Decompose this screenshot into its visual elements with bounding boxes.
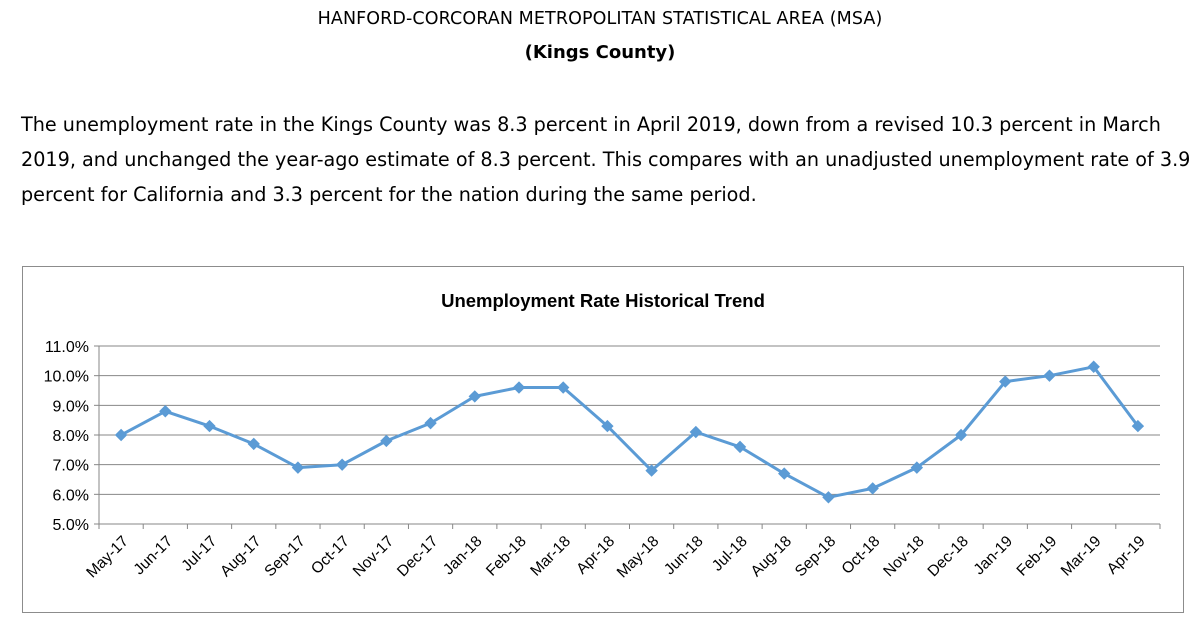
x-tick-label: Jul-17 (178, 533, 220, 575)
data-point-marker (468, 390, 481, 403)
y-tick-label: 11.0% (45, 339, 89, 356)
data-point-marker (512, 381, 526, 394)
data-point-marker (203, 419, 216, 433)
x-tick-label: Mar-19 (1058, 533, 1105, 580)
data-point-marker (866, 482, 879, 495)
x-tick-label: Aug-17 (217, 533, 264, 580)
x-tick-label: Oct-17 (308, 533, 353, 578)
data-point-marker (424, 416, 437, 430)
y-tick-label: 6.0% (53, 487, 89, 504)
x-tick-label: Nov-17 (350, 533, 397, 580)
data-point-marker (689, 425, 703, 439)
x-tick-label: May-18 (614, 533, 663, 582)
x-tick-label: Sep-17 (261, 533, 308, 580)
data-point-marker (1131, 419, 1145, 433)
x-tick-label: Jun-17 (131, 533, 177, 579)
data-point-marker (645, 464, 658, 477)
data-point-marker (778, 467, 791, 480)
unemployment-line-chart: Unemployment Rate Historical Trend 5.0% 6… (44, 290, 1161, 582)
data-point-marker (733, 440, 747, 454)
x-tick-label: Apr-19 (1104, 533, 1149, 578)
axes (94, 345, 1161, 529)
series-line (120, 365, 1140, 499)
x-tick-label: Nov-18 (880, 533, 927, 580)
data-point-marker (114, 428, 128, 442)
data-point-marker (291, 461, 305, 474)
x-tick-label: Sep-18 (792, 533, 839, 580)
x-tick-label: Jan-18 (440, 533, 486, 579)
y-tick-label: 10.0% (44, 369, 89, 386)
data-point-marker (910, 461, 924, 474)
y-tick-label: 5.0% (53, 517, 89, 534)
data-point-marker (954, 428, 968, 442)
x-tick-label: Oct-18 (839, 533, 884, 578)
summary-paragraph: The unemployment rate in the Kings Count… (21, 113, 1191, 206)
data-point-marker (1043, 369, 1056, 382)
x-tick-label: Dec-18 (925, 533, 972, 580)
x-tick-label: Feb-18 (483, 533, 530, 580)
x-tick-label: Mar-18 (527, 533, 574, 580)
x-tick-label: Jun-18 (661, 533, 707, 579)
data-point-marker (999, 375, 1012, 388)
x-tick-label: Feb-19 (1014, 533, 1061, 580)
x-tick-label: May-17 (83, 533, 132, 582)
data-point-marker (380, 434, 393, 448)
page-subtitle: (Kings County) (524, 42, 676, 63)
data-point-marker (822, 491, 835, 504)
y-tick-label: 8.0% (53, 428, 89, 445)
data-point-marker (556, 381, 570, 394)
series-line-path (120, 365, 1140, 499)
x-tick-label: Apr-18 (573, 533, 618, 578)
data-point-marker (601, 419, 614, 433)
x-tick-label: Jul-18 (709, 533, 751, 575)
x-tick-label: Dec-17 (394, 533, 441, 580)
x-tick-label: Aug-18 (748, 533, 795, 580)
data-point-marker (335, 458, 349, 471)
chart-frame: Unemployment Rate Historical Trend 5.0% 6… (22, 266, 1184, 613)
data-point-marker (159, 405, 172, 418)
y-tick-label: 9.0% (53, 398, 89, 415)
y-tick-label: 7.0% (53, 458, 89, 475)
gridlines (99, 345, 1160, 495)
x-tick-label: Jan-19 (971, 533, 1017, 579)
page-title: HANFORD-CORCORAN METROPOLITAN STATISTICA… (317, 9, 883, 29)
y-axis-tick-labels: 5.0% 6.0% 7.0% 8.0% 9.0% 10.0% 11.0% (44, 339, 89, 534)
series-markers (114, 360, 1145, 504)
chart-title: Unemployment Rate Historical Trend (441, 290, 765, 311)
data-point-marker (247, 437, 260, 451)
data-point-marker (1087, 360, 1100, 373)
